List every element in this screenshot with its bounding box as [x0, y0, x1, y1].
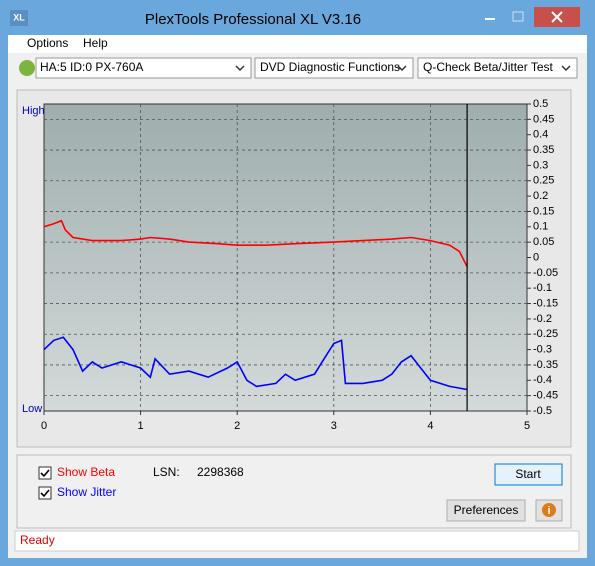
test-select[interactable] — [417, 57, 578, 79]
x-tick-label: 0 — [41, 420, 47, 432]
y-tick-label: -0.1 — [533, 282, 552, 294]
maximize-button[interactable] — [505, 7, 532, 27]
y-tick-label: 0.1 — [533, 221, 548, 233]
series-line — [43, 336, 468, 391]
checkmark — [40, 489, 50, 498]
start-button-text: Start — [515, 467, 541, 481]
lsn-label: LSN: — [153, 465, 180, 479]
x-tick-label: 1 — [138, 420, 144, 432]
y-tick-label: -0.4 — [533, 374, 552, 386]
plot-area — [43, 103, 528, 412]
checkbox-label: Show Beta — [57, 465, 115, 479]
menu-item[interactable]: Help — [83, 36, 108, 50]
y-tick-label: -0.5 — [533, 405, 552, 417]
y-tick-label: 0.25 — [533, 175, 554, 187]
function-select[interactable] — [254, 57, 414, 79]
y-tick-label: -0.2 — [533, 313, 552, 325]
function-select-text: DVD Diagnostic Functions — [260, 60, 400, 74]
app-icon — [10, 10, 28, 26]
window-buttons — [477, 7, 580, 27]
y-tick-label: 0.5 — [533, 98, 548, 110]
checkbox[interactable] — [38, 486, 52, 500]
drive-select[interactable] — [35, 57, 252, 79]
y-tick-label: 0.4 — [533, 129, 548, 141]
x-tick-label: 5 — [524, 420, 530, 432]
menu-bar — [8, 35, 587, 53]
y-tick-label: 0.15 — [533, 205, 554, 217]
maximize-glyph — [512, 11, 524, 22]
high-label: High — [22, 105, 45, 117]
drive-select-text: HA:5 ID:0 PX-760A — [40, 60, 143, 74]
dropdown-arrows — [235, 65, 571, 72]
x-tick-label: 2 — [234, 420, 240, 432]
y-tick-label: -0.3 — [533, 344, 552, 356]
series-line — [43, 219, 468, 268]
y-tick-label: 0 — [533, 251, 539, 263]
test-select-text: Q-Check Beta/Jitter Test — [423, 60, 553, 74]
checkbox[interactable] — [38, 466, 52, 480]
y-tick-label: 0.45 — [533, 113, 554, 125]
lsn-value: 2298368 — [197, 465, 244, 479]
control-panel — [16, 454, 572, 529]
x-tick-label: 3 — [331, 420, 337, 432]
toolbar: HA:5 ID:0 PX-760A DVD Diagnostic Functio… — [19, 57, 578, 79]
drive-icon — [19, 60, 35, 76]
minimize-button[interactable] — [477, 7, 503, 27]
app-icon-text: XL — [13, 12, 25, 22]
y-tick-label: -0.05 — [533, 267, 558, 279]
window-title: PlexTools Professional XL V3.16 — [145, 11, 361, 28]
checkbox-label: Show Jitter — [57, 485, 116, 499]
start-button[interactable] — [494, 463, 563, 486]
y-tick-label: -0.45 — [533, 390, 558, 402]
menu-item[interactable]: Options — [27, 36, 68, 50]
info-icon — [542, 503, 556, 517]
y-tick-label: 0.2 — [533, 190, 548, 202]
info-icon-text: i — [547, 505, 550, 517]
y-tick-label: -0.25 — [533, 328, 558, 340]
y-tick-label: 0.3 — [533, 159, 548, 171]
chart: High Low 0.5 0.45 0.4 0.35 0.3 0.25 0.2 0.15 0.1 0.… — [22, 98, 558, 432]
close-glyph — [551, 11, 563, 23]
preferences-button-text: Preferences — [454, 503, 519, 517]
controls: Show Beta Show Jitter — [38, 465, 116, 500]
preferences-button[interactable] — [446, 499, 526, 522]
x-tick-label: 4 — [427, 420, 433, 432]
y-tick-label: 0.35 — [533, 144, 554, 156]
status-bar — [14, 530, 580, 552]
y-tick-label: -0.15 — [533, 297, 558, 309]
status-text: Ready — [20, 533, 55, 547]
checkmark — [40, 469, 50, 478]
low-label: Low — [22, 403, 42, 415]
y-tick-label: -0.35 — [533, 359, 558, 371]
y-tick-label: 0.05 — [533, 236, 554, 248]
